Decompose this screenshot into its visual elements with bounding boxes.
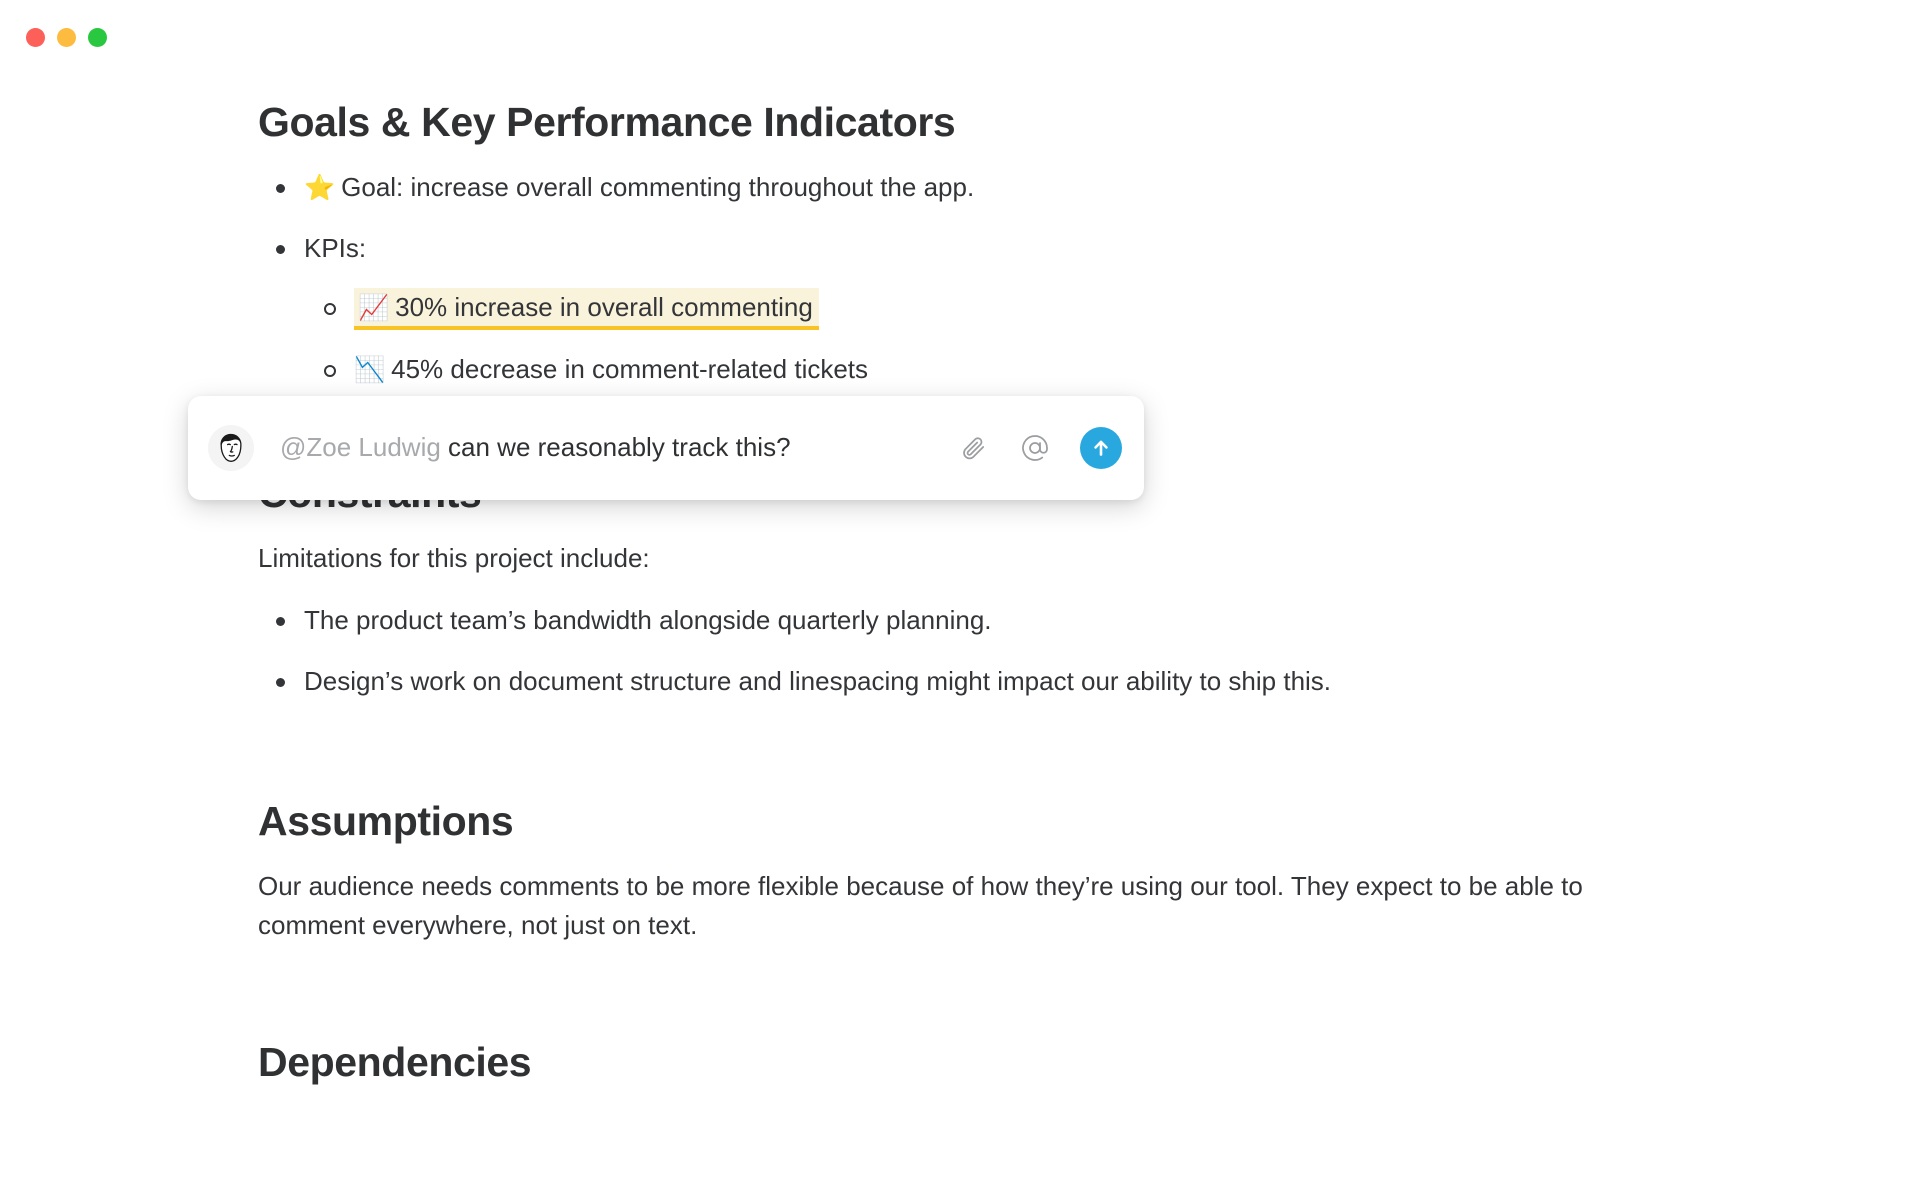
list-item-label: The product team’s bandwidth alongside q… — [304, 604, 992, 635]
list-item-label: 45% decrease in comment-related tickets — [391, 353, 869, 384]
chart-decreasing-icon: 📉 — [354, 354, 386, 384]
goals-bullet-list: ⭐ Goal: increase overall commenting throu… — [258, 168, 1800, 388]
comment-actions — [956, 427, 1122, 469]
list-item[interactable]: 📉 45% decrease in comment-related tickets — [304, 350, 1800, 389]
list-item[interactable]: The product team’s bandwidth alongside q… — [258, 601, 1800, 640]
constraints-bullet-list: The product team’s bandwidth alongside q… — [258, 601, 1800, 701]
list-item[interactable]: KPIs: 📈 30% increase in overall commentin… — [258, 229, 1800, 388]
document-canvas: Goals & Key Performance Indicators ⭐ Goal… — [0, 74, 1920, 1086]
at-sign-icon[interactable] — [1018, 431, 1052, 465]
list-item-label: Goal: increase overall commenting throug… — [341, 172, 975, 203]
send-comment-button[interactable] — [1080, 427, 1122, 469]
highlighted-kpi[interactable]: 📈 30% increase in overall commenting — [354, 288, 819, 330]
maximize-window-button[interactable] — [88, 27, 107, 47]
window-title-bar — [0, 0, 1920, 74]
comment-composer-popup[interactable]: @Zoe Ludwig can we reasonably track this… — [188, 396, 1144, 500]
heading-goals: Goals & Key Performance Indicators — [258, 99, 956, 145]
close-window-button[interactable] — [26, 27, 45, 47]
list-item[interactable]: Design’s work on document structure and … — [258, 662, 1800, 701]
list-item-label: 30% increase in overall commenting — [395, 292, 813, 323]
chart-increasing-icon: 📈 — [358, 293, 390, 323]
heading-assumptions: Assumptions — [258, 797, 514, 844]
avatar — [208, 425, 254, 471]
list-item-label: Design’s work on document structure and … — [304, 665, 1332, 696]
list-item-label: KPIs: — [304, 233, 367, 264]
paperclip-icon[interactable] — [956, 431, 990, 465]
mention-token: @Zoe Ludwig — [280, 432, 441, 463]
comment-input[interactable]: @Zoe Ludwig can we reasonably track this… — [280, 431, 938, 465]
assumptions-paragraph: Our audience needs comments to be more f… — [258, 870, 1583, 941]
traffic-light-group — [26, 27, 107, 47]
list-item[interactable]: ⭐ Goal: increase overall commenting throu… — [258, 168, 1800, 207]
kpi-sub-list: 📈 30% increase in overall commenting 📉 45%… — [304, 288, 1800, 388]
list-item[interactable]: 📈 30% increase in overall commenting — [304, 288, 1800, 330]
comment-text: can we reasonably track this? — [440, 432, 791, 463]
star-icon: ⭐ — [304, 173, 336, 203]
minimize-window-button[interactable] — [57, 27, 76, 47]
heading-dependencies: Dependencies — [258, 1038, 532, 1085]
constraints-intro: Limitations for this project include: — [258, 542, 650, 573]
